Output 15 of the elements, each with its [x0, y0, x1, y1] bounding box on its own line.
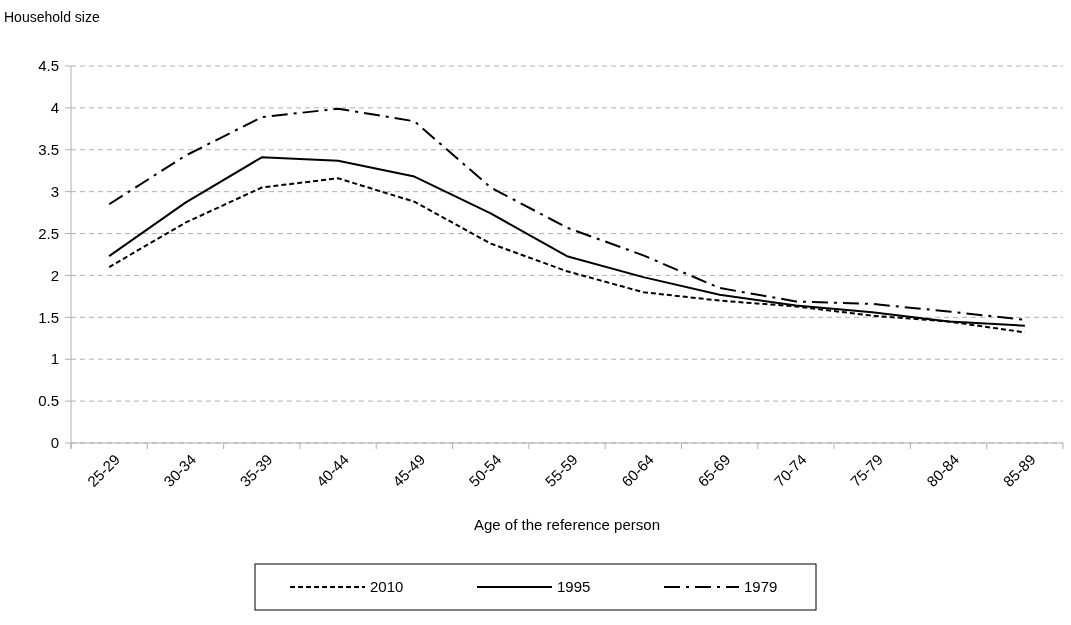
legend-label: 1995 [557, 578, 591, 596]
y-axis-title: Household size [4, 9, 100, 25]
y-tick-label: 0.5 [38, 392, 59, 410]
y-tick-label: 2.5 [38, 224, 59, 242]
legend-label: 2010 [370, 578, 404, 596]
legend-label: 1979 [744, 578, 778, 596]
y-tick-label: 3.5 [38, 141, 59, 159]
y-tick-label: 0 [50, 434, 59, 452]
y-tick-label: 1.5 [38, 308, 59, 326]
y-tick-label: 2 [50, 266, 59, 284]
y-tick-label: 1 [50, 350, 59, 368]
y-tick-label: 3 [50, 182, 59, 200]
y-tick-label: 4.5 [38, 57, 59, 75]
x-axis-title: Age of the reference person [474, 516, 660, 533]
y-tick-label: 4 [50, 99, 59, 117]
